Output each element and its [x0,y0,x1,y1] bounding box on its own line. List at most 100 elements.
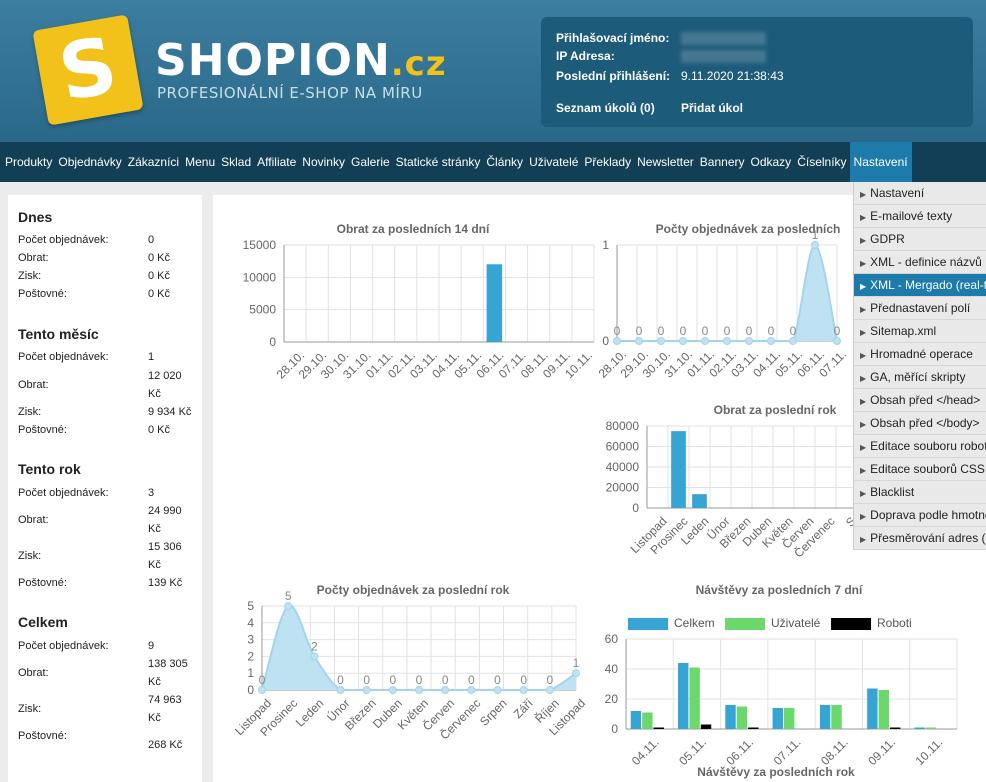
nav-item-6[interactable]: Novinky [302,155,345,169]
nav-item-10[interactable]: Uživatelé [529,155,579,169]
dropdown-item-4[interactable]: ▶XML - Mergado (real-time) [854,274,986,297]
year-title: Tento rok [18,461,81,477]
chevron-right-icon: ▶ [860,535,867,544]
dropdown-item-label: XML - definice názvů [870,255,982,269]
data-label: 0 [746,324,753,338]
dropdown-item-3[interactable]: ▶ XML - definice názvů [854,251,986,274]
dropdown-item-2[interactable]: ▶ GDPR [854,228,986,251]
data-point [336,686,345,694]
nav-item-7[interactable]: Galerie [350,155,390,169]
y-tick-label: 40000 [606,460,640,474]
dropdown-item-label: Blacklist [870,485,915,499]
ip-label: IP Adresa: [556,49,615,63]
data-label: 1 [812,228,819,242]
dropdown-item-label: XML - Mergado (real-time) [870,278,986,292]
dropdown-item-8[interactable]: ▶ GA, měřící skripty [854,366,986,389]
data-label: 1 [573,656,580,670]
x-tick-label: 10.11. [913,735,946,768]
stats-panel: Dnes Počet objednávek: 0 Obrat: 0 Kč Zis… [8,195,202,782]
nav-item-0[interactable]: Produkty [5,155,53,169]
dropdown-item-1[interactable]: ▶ E-mailové texty [854,205,986,228]
nav-item-15[interactable]: Číselníky [797,155,847,169]
chevron-right-icon: ▶ [860,259,867,268]
data-label: 0 [389,673,396,687]
month-revenue-label: Obrat: [18,379,49,391]
data-label: 0 [790,324,797,338]
data-point [572,669,580,678]
dropdown-item-label: Nastavení [870,186,925,200]
nav-item-11[interactable]: Překlady [584,155,632,169]
dropdown-item-0[interactable]: ▶ Nastavení [854,182,986,205]
nav-item-13[interactable]: Bannery [699,155,745,169]
dropdown-item-9[interactable]: ▶ Obsah před </head> [854,389,986,412]
dropdown-item-label: Doprava podle hmotnosti [870,508,986,522]
dropdown-item-6[interactable]: ▶ Sitemap.xml [854,320,986,343]
total-revenue-unit: Kč [148,676,161,688]
add-task-link[interactable]: Přidat úkol [681,101,744,115]
x-tick-label: Leden [293,696,326,729]
chevron-right-icon: ▶ [860,190,867,199]
data-point [362,686,371,694]
y-tick-label: 0 [247,683,254,697]
total-orders-label: Počet objednávek: [18,640,109,652]
data-label: 0 [416,673,423,687]
year-shipping: 139 Kč [148,577,183,589]
month-revenue: 12 020 [148,370,182,382]
bar [867,688,878,729]
dropdown-item-10[interactable]: ▶ Obsah před </body> [854,412,986,435]
dropdown-item-15[interactable]: ▶ Přesměrování adres (3 [854,527,986,550]
dropdown-item-11[interactable]: ▶ Editace souboru robots [854,435,986,458]
bar [653,727,664,729]
y-tick-label: 80000 [606,419,640,433]
nav-item-2[interactable]: Zákazníci [127,155,180,169]
dropdown-item-label: Sitemap.xml [870,324,937,338]
dropdown-item-5[interactable]: ▶ Přednastavení polí [854,297,986,320]
task-list-link[interactable]: Seznam úkolů (0) [556,101,655,115]
login-name-label: Přihlašovací jméno: [556,31,670,45]
legend-label: Roboti [877,616,912,630]
nav-item-5[interactable]: Affiliate [257,155,297,169]
data-label: 0 [614,324,621,338]
nav-item-1[interactable]: Objednávky [58,155,122,169]
chevron-right-icon: ▶ [860,466,867,475]
charts-svg: Obrat za posledních 14 dní05000100001500… [232,222,958,779]
y-tick-label: 60000 [606,440,640,454]
dropdown-item-label: Editace souborů CSS [870,462,985,476]
nav-item-3[interactable]: Menu [185,155,216,169]
total-profit-label: Zisk: [18,703,42,715]
data-point [833,337,841,345]
month-profit-label: Zisk: [18,406,42,418]
area-fill [617,245,837,341]
x-tick-label: 05.11. [676,735,709,768]
last-login-label: Poslední přihlášení: [556,69,671,83]
year-profit: 15 306 [148,541,182,553]
dropdown-item-12[interactable]: ▶ Editace souborů CSS [854,458,986,481]
ip-value [681,49,766,64]
month-revenue-unit: Kč [148,388,161,400]
chevron-right-icon: ▶ [860,351,867,360]
x-tick-label: 06.11. [723,735,756,768]
data-point [310,652,319,661]
nav-item-8[interactable]: Statické stránky [395,155,481,169]
bar [642,712,653,729]
nav-item-12[interactable]: Newsletter [637,155,694,169]
chevron-right-icon: ▶ [860,236,867,245]
nav-item-4[interactable]: Sklad [221,155,252,169]
last-login-value: 9.11.2020 21:38:43 [681,69,784,83]
today-revenue-label: Obrat: [18,252,49,264]
nav-item-14[interactable]: Odkazy [750,155,792,169]
nav-item-9[interactable]: Články [486,155,524,169]
legend-swatch [831,618,871,630]
data-point [519,686,528,694]
data-label: 0 [337,673,344,687]
main-nav: Produkty Objednávky Zákazníci Menu Sklad Affi… [0,142,986,182]
today-profit-label: Zisk: [18,270,42,282]
data-point [388,686,397,694]
dropdown-item-13[interactable]: ▶ Blacklist [854,481,986,504]
bar [748,727,759,729]
total-shipping-label: Poštovné: [18,730,67,742]
data-label: 0 [494,673,501,687]
dropdown-item-14[interactable]: ▶Doprava podle hmotnosti [854,504,986,527]
dropdown-item-7[interactable]: ▶ Hromadné operace [854,343,986,366]
nav-item-16[interactable]: Nastavení [849,142,912,182]
